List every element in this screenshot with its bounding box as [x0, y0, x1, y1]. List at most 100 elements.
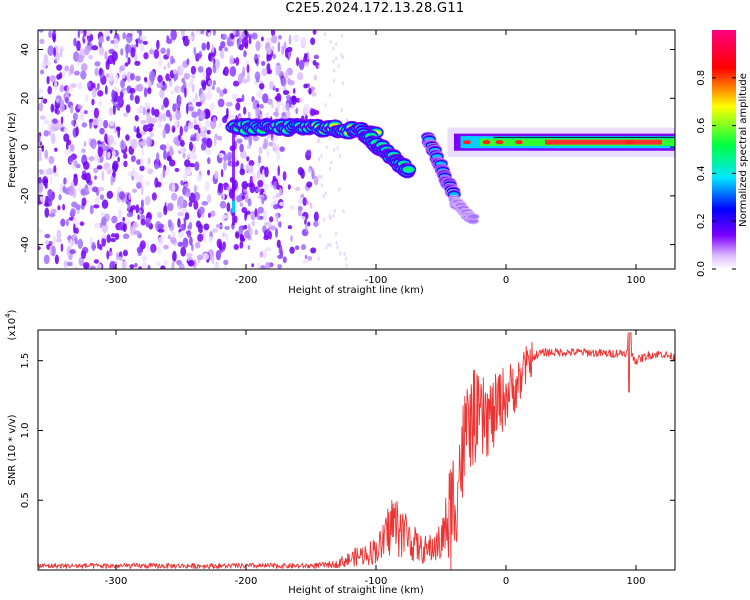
spectrogram-noise-blob — [58, 194, 62, 201]
spectrogram-noise-blob — [114, 232, 120, 240]
spectrogram-noise-blob — [149, 126, 153, 132]
spectrogram-noise-blob — [154, 163, 160, 170]
spectrogram-noise-blob — [162, 112, 167, 122]
snr-y-axis: 0.5 1.0 1.5 — [20, 353, 675, 508]
spectrogram-noise-blob — [123, 152, 128, 160]
spectrogram-noise-blob — [156, 82, 163, 89]
spectrogram-noise-blob — [180, 180, 184, 186]
spectrogram-noise-blob — [264, 247, 272, 252]
spectrogram-noise-blob — [303, 103, 310, 115]
spectrogram-noise-blob — [174, 139, 182, 147]
spectrogram-noise-blob — [282, 256, 287, 264]
spectrogram-noise-blob — [115, 126, 121, 132]
spectrogram-noise-blob — [268, 230, 272, 240]
spectrogram-noise-blob — [110, 233, 116, 238]
spectrogram-noise-blob — [341, 81, 345, 86]
spectrogram-noise-blob — [322, 194, 325, 199]
spectrogram-noise-blob — [241, 206, 248, 214]
spectrogram-noise-blob — [277, 264, 283, 269]
snr-x-tick-label: 0 — [503, 576, 509, 587]
spectrogram-noise-blob — [38, 134, 41, 143]
spectrogram-noise-blob — [313, 54, 320, 60]
spectrogram-noise-blob — [212, 85, 215, 91]
spectrogram-noise-blob — [156, 211, 163, 219]
spectrogram-noise-blob — [188, 106, 195, 112]
spectrogram-noise-blob — [142, 106, 146, 116]
spectrogram-noise-blob — [222, 190, 225, 201]
spectrogram-onset-streak — [232, 200, 235, 213]
spectrogram-noise-blob — [269, 216, 274, 223]
spectrogram-noise-blob — [125, 32, 133, 44]
spectrogram-noise-blob — [188, 141, 193, 152]
spectrogram-noise-blob — [159, 144, 167, 151]
spectrogram-noise-blob — [294, 186, 301, 192]
spectrogram-noise-blob — [313, 175, 319, 186]
spectrogram-noise-blob — [200, 142, 207, 151]
spectrogram-noise-blob — [317, 138, 320, 143]
spectrogram-noise-blob — [104, 30, 110, 37]
spectrogram-noise-blob — [179, 148, 185, 153]
spectrogram-noise-blob — [193, 200, 199, 210]
spectrogram-noise-blob — [288, 34, 292, 45]
spectrogram-noise-blob — [222, 116, 228, 124]
spectrogram-noise-blob — [99, 67, 103, 76]
spectrogram-x-tick-label: -300 — [105, 275, 128, 286]
spectrogram-noise-blob — [276, 153, 281, 161]
spectrogram-noise-blob — [201, 213, 205, 218]
spectrogram-noise-blob — [160, 172, 163, 183]
spectrogram-noise-blob — [218, 45, 223, 52]
spectrogram-noise-blob — [263, 235, 270, 241]
spectrogram-noise-blob — [184, 212, 190, 221]
spectrogram-noise-blob — [141, 262, 148, 269]
spectrogram-noise-blob — [52, 118, 58, 124]
spectrogram-noise-blob — [44, 207, 50, 218]
spectrogram-noise-blob — [226, 202, 231, 213]
spectrogram-noise-blob — [75, 126, 79, 137]
spectrogram-noise-blob — [177, 211, 184, 217]
spectrogram-noise-blob — [48, 197, 53, 207]
spectrogram-noise-blob — [140, 119, 147, 125]
spectrogram-x-tick-label: -200 — [235, 275, 258, 286]
spectrogram-noise-blob — [106, 167, 113, 175]
spectrogram-noise-blob — [157, 74, 163, 83]
spectrogram-noise-blob — [117, 156, 120, 163]
spectrogram-noise-blob — [128, 192, 131, 201]
spectrogram-noise-blob — [317, 157, 321, 162]
spectrogram-noise-blob — [261, 196, 265, 205]
spectrogram-noise-blob — [208, 52, 212, 62]
spectrogram-noise-blob — [119, 65, 126, 72]
colorbar-tick-label: 0.6 — [696, 118, 707, 134]
spectrogram-noise-blob — [139, 105, 144, 113]
spectrogram-noise-blob — [130, 72, 135, 81]
spectrogram-noise-blob — [168, 159, 176, 167]
spectrogram-noise-blob — [177, 197, 182, 207]
spectrogram-noise-blob — [345, 263, 348, 268]
spectrogram-noise-blob — [69, 238, 73, 250]
spectrogram-noise-blob — [202, 252, 210, 261]
colorbar-tick-label: 0.8 — [696, 70, 707, 86]
spectrogram-noise-blob — [127, 171, 134, 177]
spectrogram-noise-blob — [109, 121, 115, 127]
spectrogram-noise-blob — [195, 101, 202, 107]
spectrogram-noise-blob — [289, 96, 292, 108]
spectrogram-noise-blob — [322, 217, 326, 222]
spectrogram-noise-blob — [329, 39, 332, 44]
spectrogram-noise-blob — [103, 119, 109, 129]
spectrogram-noise-blob — [97, 82, 100, 91]
spectrogram-noise-blob — [221, 33, 227, 41]
spectrogram-noise-blob — [323, 32, 327, 37]
spectrogram-noise-blob — [69, 64, 75, 75]
spectrogram-y-axis-label: Frequency (Hz) — [7, 112, 18, 188]
spectrogram-noise-blob — [270, 46, 275, 51]
spectrogram-noise-blob — [183, 124, 189, 133]
spectrogram-noise-blob — [292, 87, 296, 94]
spectrogram-noise-blob — [223, 259, 229, 266]
spectrogram-noise-blob — [44, 233, 51, 239]
snr-y-tick-label: 1.5 — [20, 353, 31, 369]
spectrogram-noise-blob — [63, 260, 68, 268]
spectrogram-noise-blob — [60, 116, 64, 124]
spectrogram-noise-blob — [38, 170, 41, 177]
spectrogram-noise-blob — [154, 108, 160, 118]
spectrogram-noise-blob — [38, 182, 44, 194]
snr-frame — [37, 329, 676, 571]
